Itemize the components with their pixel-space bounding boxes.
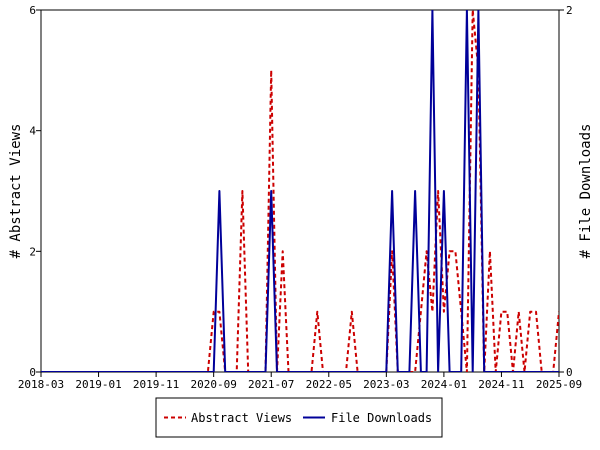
x-tick-label: 2020-09 — [190, 378, 236, 391]
legend: Abstract Views File Downloads — [155, 397, 443, 438]
y-left-tick-label: 2 — [29, 245, 36, 258]
x-tick-label: 2023-03 — [363, 378, 409, 391]
series-layer — [41, 10, 559, 372]
legend-label-file-downloads: File Downloads — [331, 411, 432, 425]
x-tick-label: 2019-11 — [133, 378, 179, 391]
y-left-tick-label: 0 — [29, 366, 36, 379]
y-axis-left-title: # Abstract Views — [8, 124, 24, 259]
y-right-tick-label: 0 — [566, 366, 573, 379]
y-axis-left: 0 2 4 6 — [29, 4, 41, 379]
x-tick-label: 2024-01 — [421, 378, 467, 391]
x-tick-label: 2024-11 — [478, 378, 524, 391]
x-tick-label: 2022-05 — [306, 378, 352, 391]
x-axis: 2018-03 2019-01 2019-11 2020-09 2021-07 2022-… — [18, 372, 582, 391]
x-tick-label: 2025-09 — [536, 378, 582, 391]
series-line-abstract-views — [41, 10, 559, 372]
y-axis-right: 02 — [559, 4, 573, 379]
y-left-tick-label: 4 — [29, 125, 36, 138]
series-line-file-downloads — [41, 10, 559, 372]
legend-label-abstract-views: Abstract Views — [191, 411, 292, 425]
x-tick-label: 2021-07 — [248, 378, 294, 391]
y-right-tick-label: 2 — [566, 4, 573, 17]
legend-box — [155, 397, 443, 438]
x-tick-label: 2019-01 — [75, 378, 121, 391]
x-tick-label: 2018-03 — [18, 378, 64, 391]
y-left-tick-label: 6 — [29, 4, 36, 17]
y-axis-right-title: # File Downloads — [578, 124, 594, 259]
